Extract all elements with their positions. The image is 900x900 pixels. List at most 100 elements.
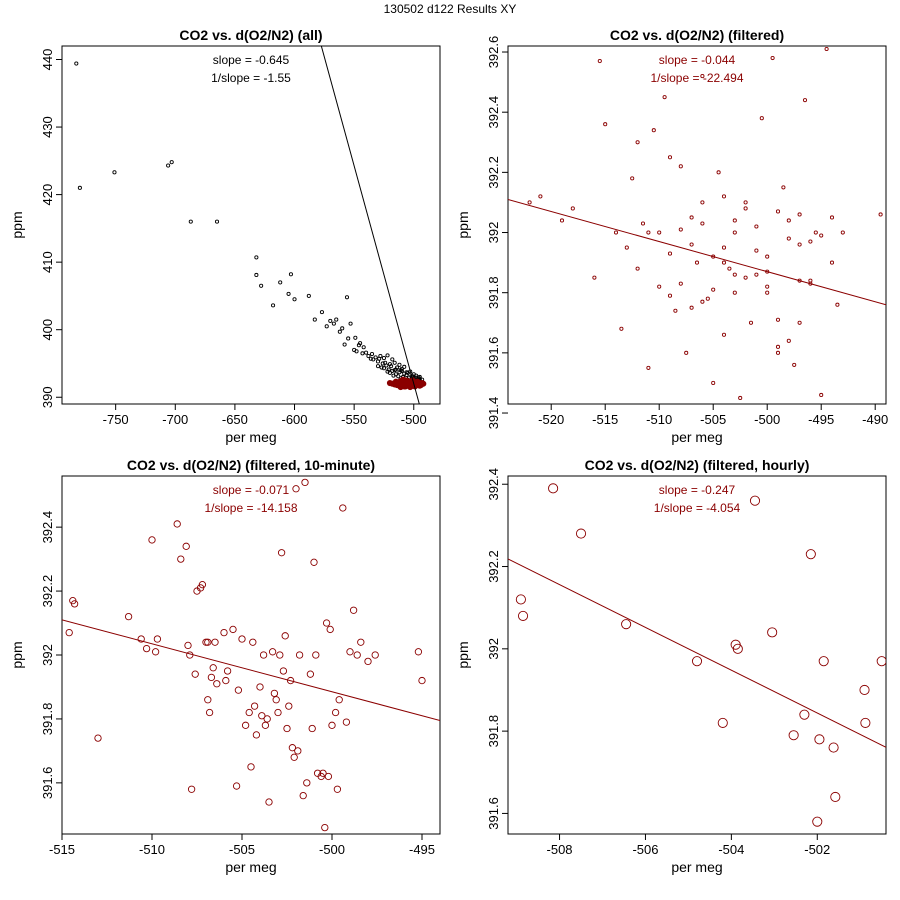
data-point (70, 600, 79, 608)
data-point (813, 230, 818, 235)
data-point (819, 233, 824, 238)
data-point (700, 74, 705, 79)
data-point (738, 395, 743, 401)
data-point (397, 362, 402, 367)
data-point (775, 350, 781, 355)
data-point (258, 712, 266, 720)
data-point (415, 381, 422, 388)
data-point (254, 255, 259, 260)
x-tick-label: -510 (646, 412, 672, 427)
data-point (349, 606, 358, 614)
plot-frame (507, 475, 887, 835)
data-point (348, 321, 353, 326)
data-point (292, 297, 297, 302)
regression-line (320, 46, 420, 404)
x-tick-label: -520 (538, 412, 564, 427)
y-tick-label: 392.4 (486, 468, 501, 501)
data-point (797, 242, 802, 247)
data-point (209, 664, 217, 672)
y-tick-label: 400 (40, 319, 55, 341)
chart-panel-4: CO2 vs. d(O2/N2) (filtered, hourly) -508 -… (455, 457, 887, 875)
x-tick-label: -500 (319, 842, 345, 857)
data-point (684, 350, 689, 355)
x-tick-label: -750 (103, 412, 129, 427)
data-point (657, 284, 662, 289)
data-point (324, 324, 329, 329)
data-point (711, 380, 716, 385)
data-point (229, 625, 237, 634)
data-point (781, 185, 786, 190)
data-point (276, 651, 284, 659)
x-axis-label: per meg (671, 429, 722, 445)
data-point (799, 709, 810, 720)
data-point (361, 345, 366, 350)
data-point (797, 320, 802, 325)
data-point (635, 266, 640, 271)
data-point (727, 266, 732, 271)
data-point (732, 218, 737, 223)
data-point (371, 357, 376, 362)
data-point (77, 185, 82, 190)
y-axis-label: ppm (455, 641, 471, 668)
x-axis-label: per meg (225, 429, 276, 445)
data-point (173, 520, 181, 528)
data-point (94, 734, 102, 742)
data-point (662, 95, 667, 100)
data-point (802, 98, 808, 103)
y-tick-label: 391.6 (40, 767, 55, 800)
data-point (786, 236, 791, 241)
data-points (527, 46, 883, 401)
data-point (331, 321, 336, 326)
x-tick-label: -700 (162, 412, 188, 427)
data-point (721, 194, 727, 199)
data-point (271, 303, 276, 308)
regression-line (508, 198, 886, 306)
data-point (169, 160, 174, 165)
data-point (667, 293, 673, 298)
data-point (263, 715, 271, 723)
y-axis-label: ppm (455, 211, 471, 238)
data-point (613, 230, 619, 235)
data-point (829, 215, 835, 220)
data-point (220, 628, 228, 637)
data-point (306, 670, 315, 678)
data-point (308, 724, 316, 733)
x-tick-label: -515 (49, 842, 75, 857)
data-point (743, 200, 748, 205)
data-point (818, 656, 829, 667)
data-point (754, 272, 759, 277)
data-point (328, 318, 333, 323)
data-point (353, 335, 358, 340)
data-point (196, 584, 205, 592)
x-axis-label: per meg (225, 859, 276, 875)
data-point (797, 212, 802, 217)
data-point (700, 221, 705, 226)
data-point (678, 164, 683, 169)
data-point (344, 295, 350, 300)
data-point (717, 717, 728, 728)
data-point (732, 230, 737, 235)
x-tick-label: -510 (139, 842, 165, 857)
data-point (366, 353, 371, 359)
x-tick-label: -508 (547, 842, 573, 857)
data-point (177, 555, 185, 563)
y-tick-label: 390 (40, 386, 55, 408)
data-point (256, 683, 264, 691)
x-tick-label: -495 (409, 842, 435, 857)
data-point (290, 753, 298, 761)
data-point (743, 275, 748, 280)
data-point (186, 651, 194, 659)
data-point (667, 155, 673, 160)
data-point (678, 281, 683, 286)
data-points (74, 61, 427, 391)
data-point (721, 260, 727, 265)
data-point (646, 365, 651, 370)
data-point (380, 361, 385, 366)
data-point (148, 536, 156, 544)
data-point (265, 798, 273, 806)
slope-annotation: slope = -0.071 (213, 483, 290, 497)
data-point (223, 667, 232, 675)
data-point (876, 656, 886, 667)
data-point (364, 350, 369, 355)
data-point (575, 528, 587, 539)
